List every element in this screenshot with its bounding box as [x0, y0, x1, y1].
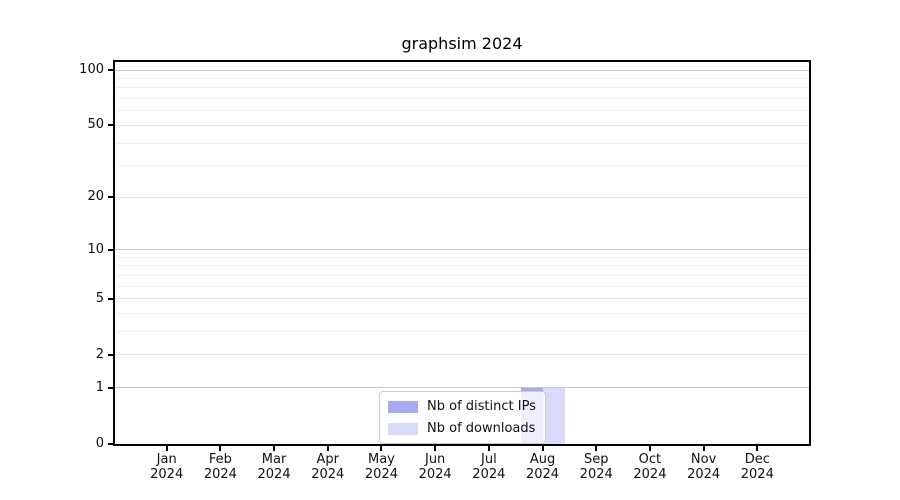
y-axis-tick: [108, 196, 113, 199]
x-tick-label: Sep 2024: [579, 452, 613, 482]
x-tick-label: Dec 2024: [740, 452, 774, 482]
legend-swatch-downloads-icon: [388, 422, 418, 435]
minor-gridline: [115, 87, 809, 89]
minor-gridline: [115, 98, 809, 100]
x-axis-tick: [219, 446, 222, 451]
major-gridline: [115, 298, 809, 300]
y-tick-label: 5: [95, 290, 104, 306]
minor-gridline: [115, 165, 809, 167]
minor-gridline: [115, 275, 809, 277]
major-gridline: [115, 124, 809, 126]
x-axis-tick: [380, 446, 383, 451]
y-tick-label: 20: [87, 189, 104, 205]
y-axis-tick: [108, 443, 113, 445]
x-tick-label: Jan 2024: [150, 452, 184, 482]
minor-gridline: [115, 256, 809, 258]
y-tick-label: 100: [79, 62, 104, 78]
x-axis-tick: [487, 446, 490, 451]
x-tick-label: Jun 2024: [418, 452, 452, 482]
x-axis-tick: [702, 446, 705, 451]
x-tick-label: Apr 2024: [311, 452, 345, 482]
legend-item-downloads: Nb of downloads: [388, 419, 536, 438]
major-gridline: [115, 354, 809, 356]
minor-gridline: [115, 265, 809, 267]
major-gridline: [115, 196, 809, 198]
y-axis-tick: [108, 297, 113, 300]
minor-gridline: [115, 78, 809, 80]
x-tick-label: Aug 2024: [525, 452, 560, 482]
legend-label: Nb of downloads: [427, 421, 536, 436]
y-axis-tick: [108, 69, 113, 72]
x-axis-tick: [434, 446, 437, 451]
minor-gridline: [115, 110, 809, 112]
major-gridline: [115, 249, 809, 251]
x-axis-tick: [648, 446, 651, 451]
x-axis-tick: [756, 446, 759, 451]
x-axis-tick: [541, 446, 544, 451]
bar-downloads: [542, 387, 565, 444]
minor-gridline: [115, 285, 809, 287]
legend-swatch-distinct-ips-icon: [388, 400, 418, 413]
x-tick-label: Nov 2024: [687, 452, 721, 482]
y-axis-tick: [108, 353, 113, 356]
chart-title: graphsim 2024: [401, 34, 523, 53]
x-tick-label: Jul 2024: [472, 452, 506, 482]
major-gridline: [115, 387, 809, 389]
legend-item-distinct-ips: Nb of distinct IPs: [388, 397, 536, 416]
x-axis-tick: [595, 446, 598, 451]
y-tick-label: 1: [95, 379, 104, 395]
x-tick-label: Mar 2024: [257, 452, 291, 482]
x-tick-label: Feb 2024: [203, 452, 237, 482]
legend: Nb of distinct IPs Nb of downloads: [379, 391, 546, 444]
x-tick-label: May 2024: [364, 452, 398, 482]
legend-label: Nb of distinct IPs: [427, 399, 536, 414]
y-tick-label: 0: [95, 436, 104, 451]
y-tick-label: 2: [95, 346, 104, 362]
y-axis-tick: [108, 386, 113, 389]
minor-gridline: [115, 142, 809, 144]
major-gridline: [115, 69, 809, 71]
x-tick-label: Oct 2024: [633, 452, 667, 482]
y-axis-tick: [108, 124, 113, 127]
x-axis-tick: [326, 446, 329, 451]
y-tick-label: 10: [87, 241, 104, 257]
y-axis-tick: [108, 248, 113, 251]
x-axis-tick: [273, 446, 276, 451]
y-tick-label: 50: [87, 117, 104, 133]
minor-gridline: [115, 313, 809, 315]
minor-gridline: [115, 331, 809, 333]
x-axis-tick: [165, 446, 168, 451]
